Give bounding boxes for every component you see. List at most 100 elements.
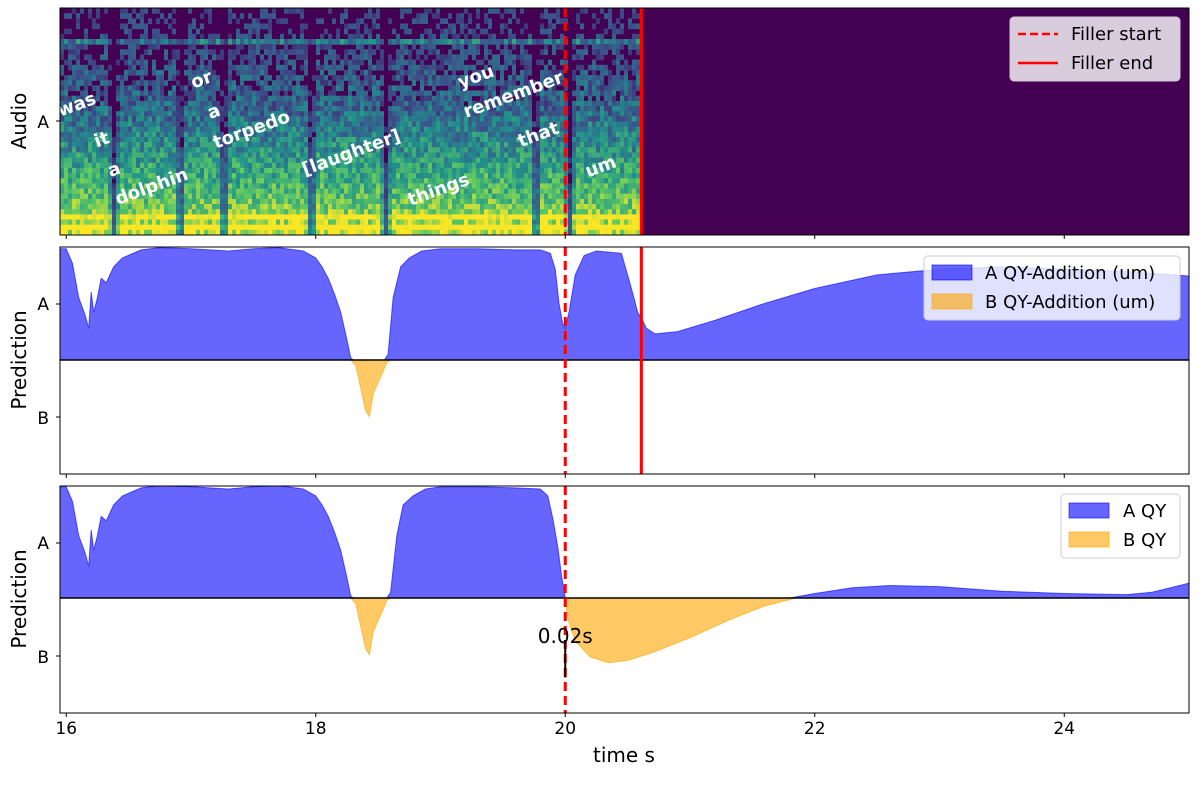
spectrogram-cell-393 <box>100 198 104 205</box>
spectrogram-cell-2192 <box>300 198 304 205</box>
spectrogram-cell-3591 <box>456 147 460 153</box>
spectrogram-cell-914 <box>160 178 164 184</box>
spectrogram-cell-1696 <box>248 198 252 205</box>
spectrogram-cell-3850 <box>484 131 488 138</box>
spectrogram-cell-4355 <box>540 162 544 169</box>
spectrogram-cell-321 <box>92 183 96 190</box>
spectrogram-cell-4349 <box>540 131 544 138</box>
spectrogram-cell-1767 <box>256 162 260 169</box>
spectrogram-cell-1392 <box>216 54 220 61</box>
spectrogram-cell-2239 <box>308 116 312 122</box>
spectrogram-cell-3508 <box>448 126 452 133</box>
spectrogram-cell-2134 <box>296 106 300 112</box>
spectrogram-cell-1636 <box>244 100 248 107</box>
spectrogram-cell-2584 <box>348 69 352 76</box>
spectrogram-cell-2077 <box>288 193 292 200</box>
spectrogram-cell-1503 <box>228 167 232 174</box>
spectrogram-cell-3051 <box>400 95 404 102</box>
spectrogram-cell-4981 <box>612 121 616 128</box>
spectrogram-cell-4172 <box>520 54 524 61</box>
spectrogram-cell-1538 <box>232 173 236 179</box>
spectrogram-cell-3369 <box>432 183 436 190</box>
spectrogram-cell-2222 <box>304 162 308 169</box>
spectrogram-cell-4995 <box>612 193 616 200</box>
spectrogram-cell-122 <box>72 100 76 107</box>
spectrogram-cell-2966 <box>388 224 392 231</box>
spectrogram-cell-4322 <box>536 188 540 195</box>
spectrogram-cell-137 <box>72 178 76 184</box>
spectrogram-cell-4416 <box>548 80 552 86</box>
spectrogram-cell-4392 <box>544 157 548 164</box>
spectrogram-cell-1129 <box>188 54 192 61</box>
spectrogram-cell-2670 <box>356 111 360 117</box>
spectrogram-cell-411 <box>104 95 108 102</box>
spectrogram-cell-4331 <box>540 13 544 19</box>
spectrogram-cell-3865 <box>484 209 488 215</box>
spectrogram-cell-1951 <box>276 126 280 133</box>
spectrogram-cell-1846 <box>264 157 268 164</box>
spectrogram-cell-3779 <box>476 142 480 148</box>
spectrogram-cell-811 <box>148 219 152 226</box>
spectrogram-cell-1227 <box>196 178 200 184</box>
spectrogram-cell-4485 <box>556 13 560 19</box>
spectrogram-cell-322 <box>92 188 96 195</box>
spectrogram-cell-3578 <box>456 80 460 86</box>
spectrogram-cell-4118 <box>512 152 516 159</box>
spectrogram-cell-4288 <box>532 157 536 164</box>
spectrogram-cell-1052 <box>176 167 180 174</box>
spectrogram-cell-1604 <box>240 121 244 128</box>
spectrogram-cell-4339 <box>540 80 544 86</box>
spectrogram-cell-3456 <box>444 39 448 45</box>
spectrogram-cell-2851 <box>376 39 380 45</box>
spectrogram-cell-4059 <box>508 33 512 40</box>
spectrogram-cell-3884 <box>488 111 492 117</box>
spectrogram-cell-3392 <box>436 111 440 117</box>
spectrogram-cell-1603 <box>240 116 244 122</box>
spectrogram-cell-69 <box>64 214 68 221</box>
spectrogram-cell-2893 <box>380 95 384 102</box>
spectrogram-cell-392 <box>100 193 104 200</box>
spectrogram-cell-2062 <box>288 116 292 122</box>
spectrogram-cell-1231 <box>196 198 200 205</box>
spectrogram-cell-2824 <box>372 116 376 122</box>
spectrogram-cell-1211 <box>196 95 200 102</box>
spectrogram-cell-4897 <box>604 69 608 76</box>
spectrogram-cell-2404 <box>328 69 332 76</box>
spectrogram-cell-3620 <box>460 90 464 97</box>
spectrogram-cell-694 <box>136 188 140 195</box>
spectrogram-cell-3422 <box>440 64 444 71</box>
spectrogram-cell-3520 <box>448 188 452 195</box>
spectrogram-cell-3760 <box>476 13 480 19</box>
spectrogram-cell-4876 <box>600 157 604 164</box>
spectrogram-cell-60 <box>64 167 68 174</box>
spectrogram-cell-4346 <box>540 116 544 122</box>
spectrogram-cell-543 <box>120 204 124 210</box>
spectrogram-cell-432 <box>104 204 108 210</box>
spectrogram-cell-2045 <box>284 214 288 221</box>
spectrogram-cell-2336 <box>320 100 324 107</box>
spectrogram-cell-1345 <box>208 188 212 195</box>
spectrogram-cell-3697 <box>468 100 472 107</box>
spectrogram-cell-2829 <box>372 142 376 148</box>
spectrogram-cell-1427 <box>220 111 224 117</box>
spectrogram-cell-1085 <box>180 209 184 215</box>
spectrogram-cell-2677 <box>356 147 360 153</box>
spectrogram-cell-3002 <box>396 39 400 45</box>
spectrogram-cell-1190 <box>192 173 196 179</box>
spectrogram-cell-1084 <box>180 204 184 210</box>
spectrogram-cell-4226 <box>524 142 528 148</box>
spectrogram-cell-3206 <box>416 142 420 148</box>
spectrogram-cell-2870 <box>376 157 380 164</box>
spectrogram-cell-247 <box>84 162 88 169</box>
spectrogram-cell-4127 <box>512 198 516 205</box>
spectrogram-cell-4107 <box>512 90 516 97</box>
spectrogram-cell-212 <box>80 178 84 184</box>
spectrogram-cell-3336 <box>428 209 432 215</box>
spectrogram-cell-1307 <box>204 198 208 205</box>
spectrogram-cell-244 <box>84 147 88 153</box>
spectrogram-cell-3048 <box>400 80 404 86</box>
spectrogram-cell-302 <box>92 75 96 81</box>
spectrogram-cell-1351 <box>208 219 212 226</box>
spectrogram-cell-2740 <box>364 80 368 86</box>
spectrogram-cell-4340 <box>540 85 544 92</box>
